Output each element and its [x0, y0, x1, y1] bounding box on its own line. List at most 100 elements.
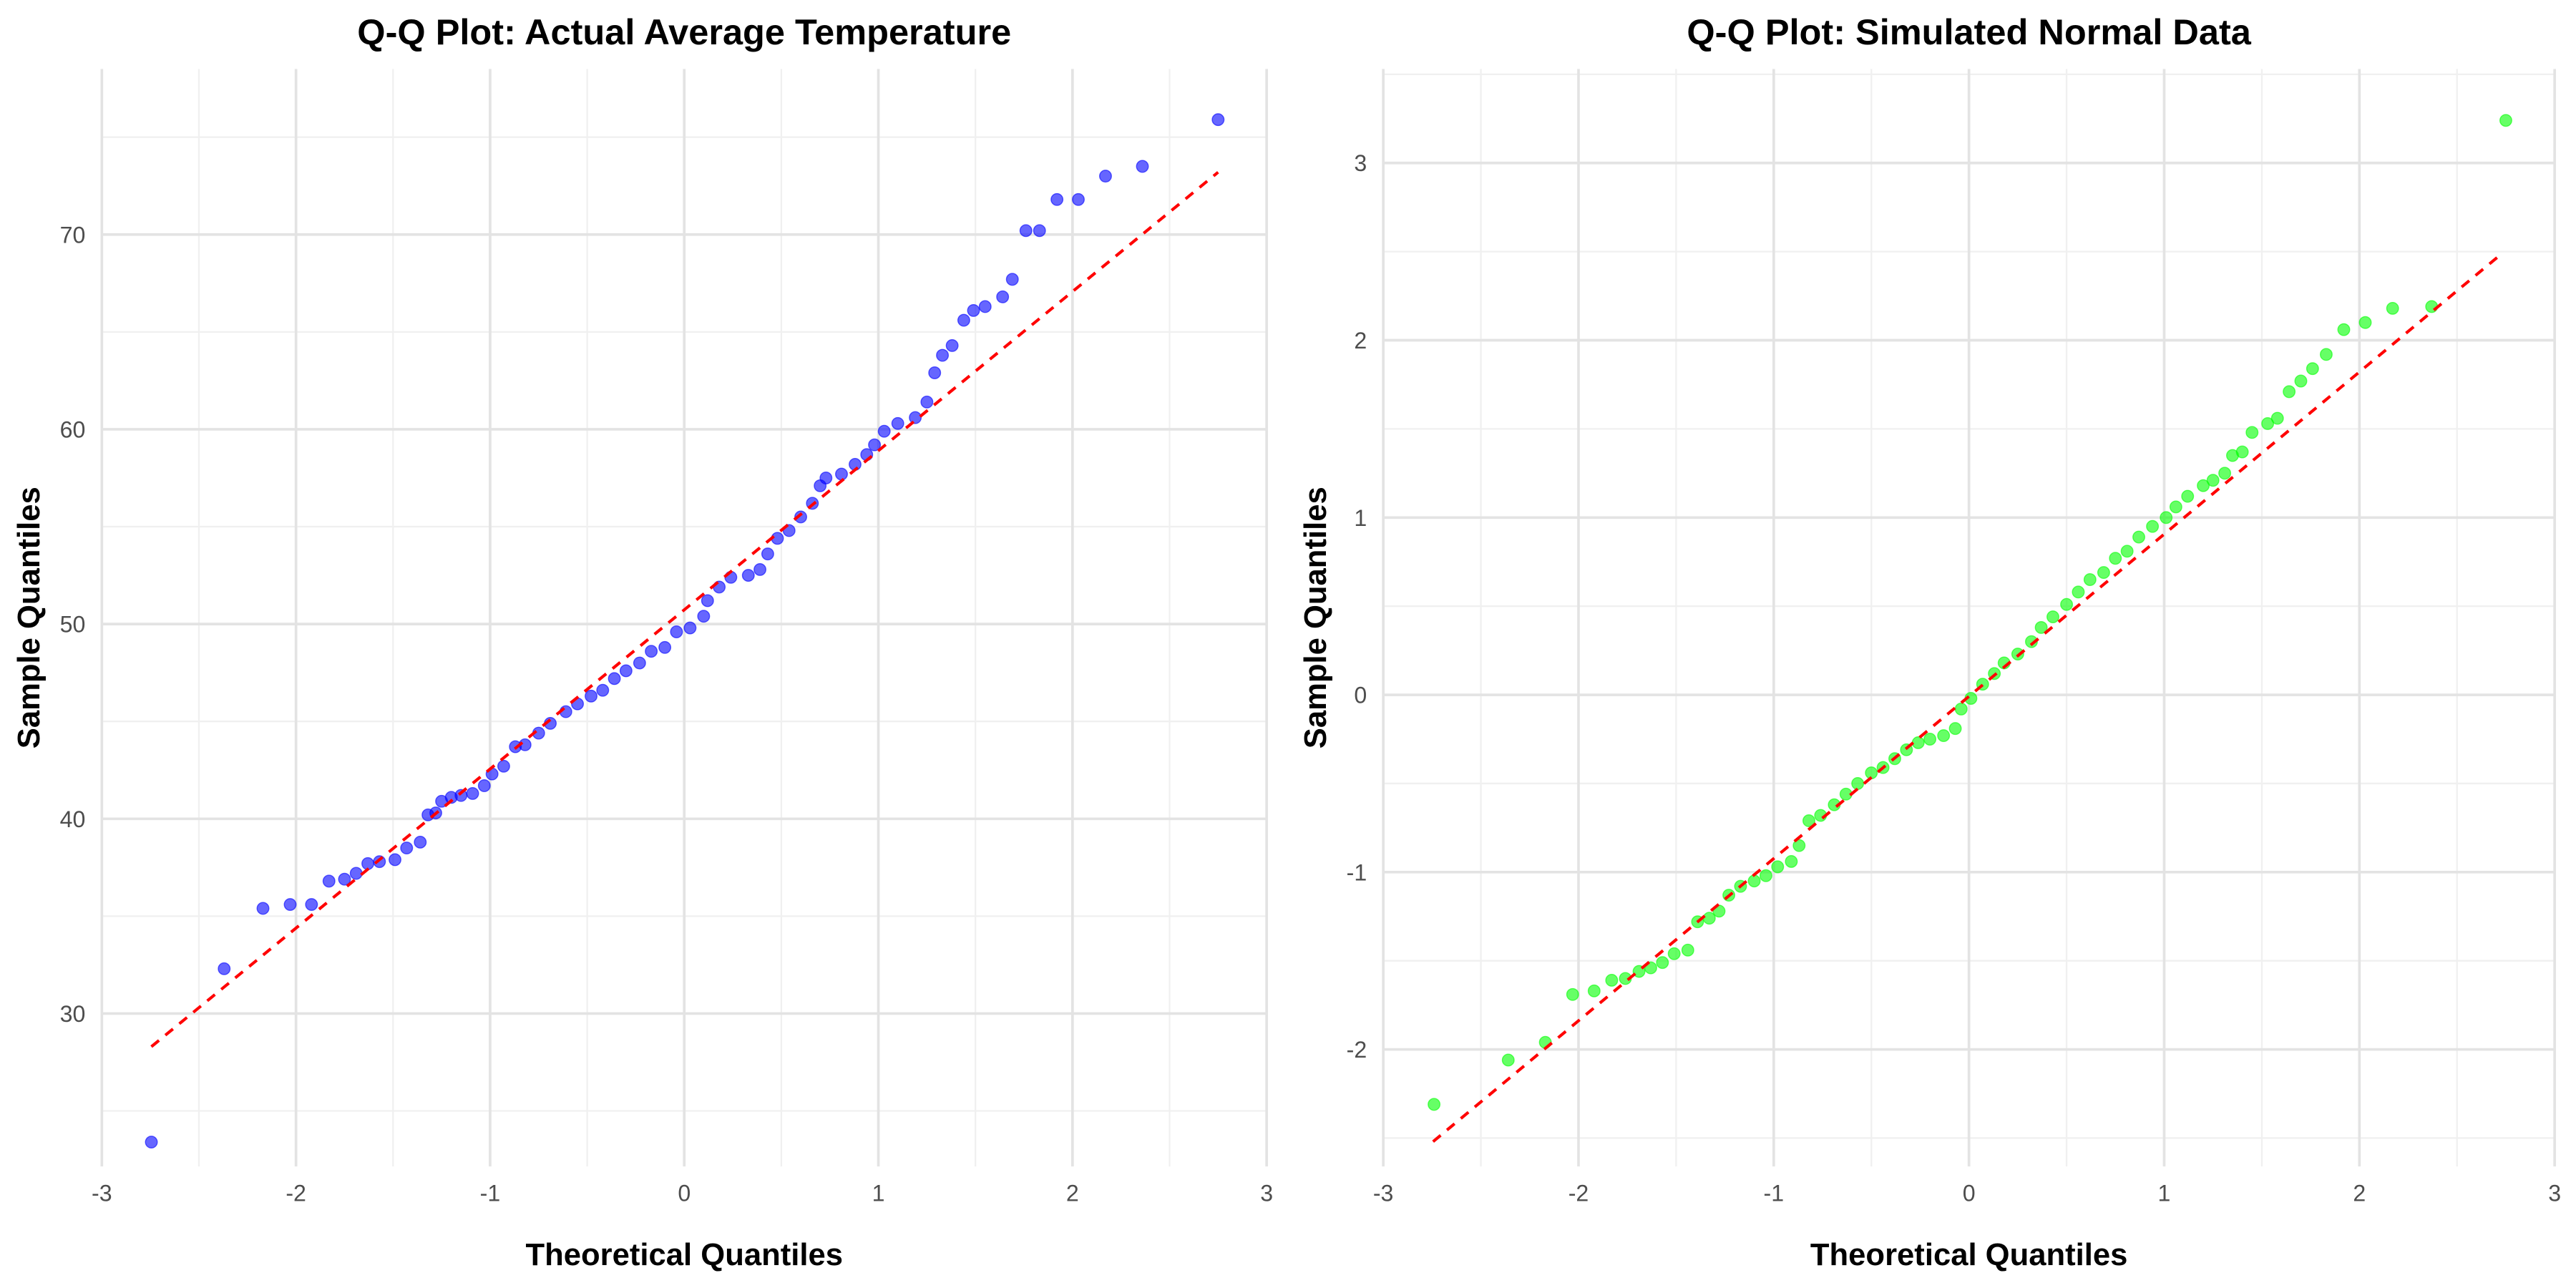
point — [1050, 192, 1064, 206]
x-tick-label: -1 — [480, 1180, 501, 1206]
point — [1211, 113, 1225, 127]
point — [967, 303, 980, 317]
x-tick-label: -3 — [92, 1180, 112, 1206]
point — [633, 656, 646, 670]
point — [957, 313, 970, 327]
point — [1072, 192, 1085, 206]
point — [794, 510, 807, 524]
point — [2109, 552, 2122, 565]
y-tick-label: 40 — [60, 806, 86, 832]
point — [2181, 489, 2195, 503]
point — [645, 645, 658, 658]
point — [819, 472, 833, 484]
point — [2245, 426, 2259, 439]
point — [2046, 610, 2059, 623]
point — [753, 562, 767, 576]
point — [891, 416, 904, 430]
point — [2283, 385, 2296, 399]
point — [1667, 947, 1681, 960]
point — [996, 290, 1010, 303]
point — [608, 672, 621, 686]
point — [1923, 733, 1937, 746]
y-tick-label: 30 — [60, 1001, 86, 1027]
point — [322, 874, 336, 888]
point — [2072, 585, 2085, 599]
point — [868, 438, 882, 452]
y-tick-label: 3 — [1354, 150, 1367, 176]
point — [1802, 814, 1815, 827]
point — [2235, 445, 2249, 459]
point — [945, 338, 959, 352]
point — [414, 835, 427, 849]
point — [2197, 479, 2210, 492]
y-tick-label: -2 — [1347, 1037, 1367, 1063]
point — [1792, 839, 1806, 852]
point — [619, 664, 633, 678]
x-tick-label: 3 — [1260, 1180, 1273, 1206]
point — [305, 898, 318, 911]
point — [761, 547, 774, 561]
reference-line — [1432, 253, 2502, 1143]
point — [1937, 729, 1951, 742]
point — [909, 411, 922, 424]
x-tick-label: -3 — [1373, 1180, 1394, 1206]
point — [2206, 474, 2220, 487]
point — [1747, 874, 1761, 888]
point — [466, 786, 479, 800]
point — [2358, 316, 2372, 329]
point — [1865, 766, 1878, 780]
panel: -3 -2 -1 0 1 2 3 -2 -1 0 1 2 3 Q-Q Plot: Simulated No… — [1299, 11, 2561, 1272]
point — [2083, 573, 2097, 586]
x-tick-label: 1 — [2158, 1180, 2171, 1206]
point — [2060, 597, 2074, 611]
x-tick-label: -2 — [1568, 1180, 1589, 1206]
point — [283, 898, 297, 911]
point — [477, 779, 491, 792]
point — [978, 300, 992, 313]
point — [497, 759, 510, 773]
x-tick-label: 1 — [872, 1180, 885, 1206]
point — [1005, 273, 1019, 286]
point — [1851, 776, 1865, 790]
x-tick-label: -2 — [286, 1180, 306, 1206]
point — [741, 569, 755, 582]
point — [349, 867, 363, 880]
point — [2160, 511, 2173, 525]
y-tick-label: -1 — [1347, 859, 1367, 885]
point — [338, 872, 351, 886]
x-axis-title: Theoretical Quantiles — [1810, 1238, 2127, 1272]
point — [1785, 854, 1798, 868]
point — [2120, 545, 2134, 558]
point — [683, 621, 697, 635]
point — [2319, 348, 2333, 361]
x-tick-label: 0 — [678, 1180, 691, 1206]
y-tick-label: 50 — [60, 612, 86, 638]
y-axis-title: Sample Quantiles — [1299, 487, 1333, 748]
x-tick-label: 2 — [1066, 1180, 1079, 1206]
point — [936, 348, 950, 362]
x-tick-label: 2 — [2353, 1180, 2366, 1206]
point — [2169, 500, 2182, 514]
y-axis-title: Sample Quantiles — [12, 487, 47, 748]
point — [1681, 943, 1694, 957]
y-tick-label: 70 — [60, 222, 86, 248]
point — [928, 366, 942, 379]
point — [1771, 860, 1785, 874]
y-tick-label: 0 — [1354, 683, 1367, 708]
point — [1759, 869, 1772, 882]
point — [256, 902, 270, 915]
point — [1587, 984, 1601, 997]
panel: -3 -2 -1 0 1 2 3 30 40 50 60 70 Q-Q Plot: Actual Ave… — [12, 11, 1273, 1272]
chart-title: Q-Q Plot: Simulated Normal Data — [1687, 11, 2251, 52]
y-tick-label: 60 — [60, 416, 86, 442]
point — [389, 853, 401, 867]
point — [1656, 956, 1669, 970]
point — [400, 841, 414, 855]
point — [2025, 635, 2038, 648]
point — [2270, 411, 2284, 425]
x-tick-label: -1 — [1764, 1180, 1785, 1206]
point — [2146, 519, 2160, 533]
point — [2294, 374, 2308, 388]
point — [670, 625, 683, 638]
point — [2261, 417, 2275, 430]
